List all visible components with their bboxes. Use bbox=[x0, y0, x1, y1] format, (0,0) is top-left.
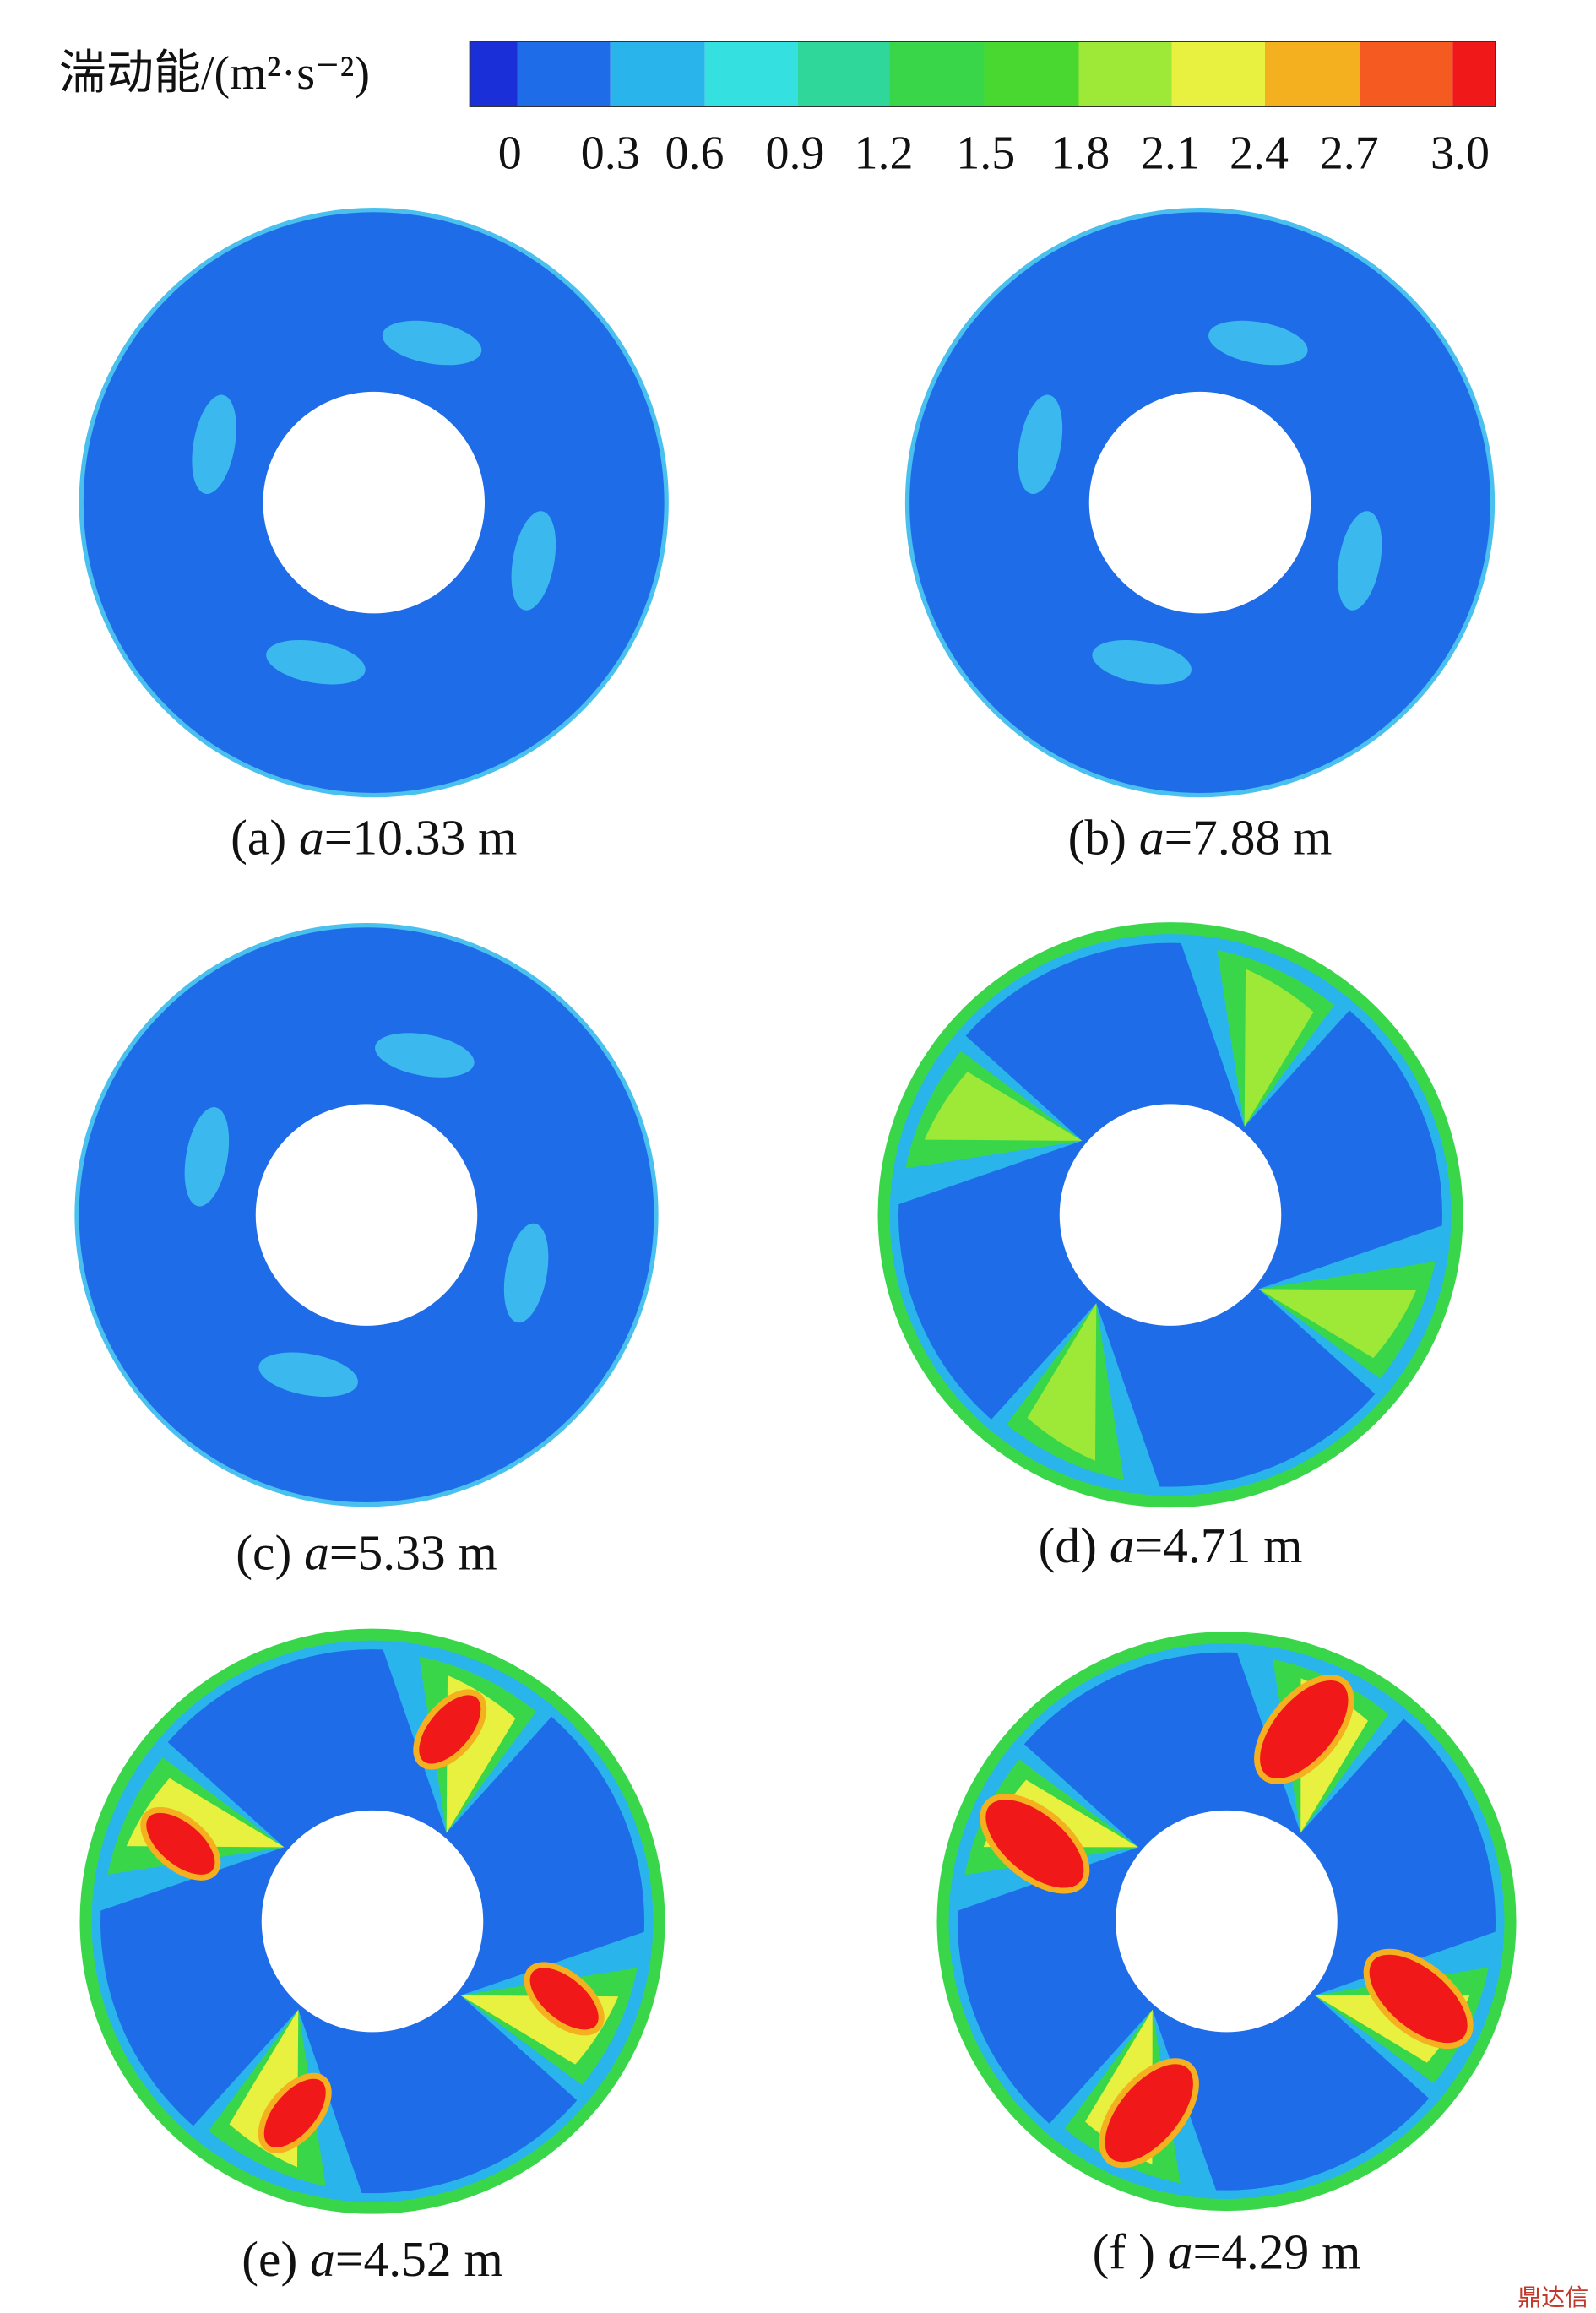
colorbar-segment bbox=[1360, 41, 1453, 107]
wake-core bbox=[1099, 2058, 1199, 2169]
wake-blob bbox=[184, 1107, 230, 1207]
colorbar-segment bbox=[1078, 41, 1172, 107]
hub bbox=[1088, 391, 1311, 614]
caption-part: =7.88 m bbox=[1164, 810, 1333, 866]
panel-caption: (a) a=10.33 m bbox=[231, 810, 517, 866]
caption-part: a bbox=[1168, 2223, 1193, 2279]
contour-panel bbox=[936, 1632, 1517, 2212]
colorbar-tick-label: 1.5 bbox=[956, 128, 1015, 180]
colorbar-tick-label: 1.2 bbox=[855, 128, 914, 180]
caption-part: (a) bbox=[231, 810, 299, 866]
colorbar-frame bbox=[469, 41, 1496, 107]
hub bbox=[1059, 1104, 1282, 1326]
wake-core bbox=[980, 1794, 1090, 1894]
wake-core bbox=[1254, 1674, 1354, 1784]
hub bbox=[263, 391, 485, 614]
wake-core bbox=[140, 1806, 221, 1881]
colorbar-tick-label: 0.9 bbox=[766, 128, 825, 180]
colorbar-tick-label: 2.1 bbox=[1141, 128, 1200, 180]
wake-blob bbox=[258, 1352, 358, 1397]
colorbar-tick-label: 0.3 bbox=[581, 128, 640, 180]
caption-part: =4.29 m bbox=[1193, 2223, 1361, 2279]
colorbar-segment bbox=[704, 41, 798, 107]
contour-panel bbox=[877, 922, 1463, 1508]
caption-part: (b) bbox=[1068, 810, 1139, 866]
wake-region bbox=[924, 1072, 1083, 1141]
colorbar-segment bbox=[610, 41, 705, 107]
colorbar-tick-label: 2.4 bbox=[1230, 128, 1289, 180]
panel-caption: (e) a=4.52 m bbox=[242, 2231, 503, 2287]
wake-blob bbox=[192, 394, 236, 495]
caption-part: (c) bbox=[236, 1525, 304, 1581]
legend-title: 湍动能/(m²·s⁻²) bbox=[59, 47, 370, 100]
contour-panel bbox=[904, 208, 1496, 798]
wake-blob bbox=[382, 320, 482, 366]
caption-part: (e) bbox=[242, 2231, 310, 2287]
wake-blob bbox=[1208, 320, 1308, 366]
wake-core bbox=[524, 1962, 605, 2036]
colorbar-segment bbox=[1265, 41, 1360, 107]
caption-part: a bbox=[1139, 810, 1164, 866]
wake-blob bbox=[375, 1033, 475, 1078]
colorbar-tick-label: 2.7 bbox=[1320, 128, 1379, 180]
colorbar-segment bbox=[984, 41, 1079, 107]
wake-region bbox=[1027, 1303, 1097, 1461]
hub bbox=[255, 1104, 478, 1326]
wake-core bbox=[413, 1689, 487, 1770]
caption-part: a bbox=[310, 2231, 335, 2287]
wake-core bbox=[1363, 1948, 1474, 2050]
panel-caption: (d) a=4.71 m bbox=[1039, 1518, 1303, 1573]
caption-part: =5.33 m bbox=[329, 1525, 497, 1581]
contour-panel bbox=[79, 208, 669, 798]
panel-caption: (c) a=5.33 m bbox=[236, 1525, 497, 1581]
caption-part: a bbox=[304, 1525, 329, 1581]
panel-caption: (b) a=7.88 m bbox=[1068, 810, 1333, 866]
colorbar-segment bbox=[1171, 41, 1265, 107]
watermark: 鼎达信 bbox=[1517, 2283, 1588, 2311]
wake-core bbox=[258, 2072, 332, 2153]
panels: (a) a=10.33 m (b) a=7.88 m(c) a=5.33 m (d)… bbox=[74, 208, 1517, 2287]
colorbar-tick-label: 0 bbox=[498, 128, 522, 180]
colorbar-segment bbox=[1452, 41, 1496, 107]
colorbar-tick-label: 0.6 bbox=[665, 128, 725, 180]
caption-part: a bbox=[299, 810, 324, 866]
colorbar-segment bbox=[889, 41, 985, 107]
colorbar-segment bbox=[470, 41, 518, 107]
wake-blob bbox=[266, 639, 366, 685]
wake-blob bbox=[503, 1223, 549, 1323]
colorbar: 0 0.3 0.6 0.9 1.2 1.5 1.8 2.1 2.4 2.7 3.0 bbox=[469, 41, 1496, 180]
colorbar-segment bbox=[517, 41, 611, 107]
caption-part: (d) bbox=[1039, 1518, 1110, 1573]
wake-blob bbox=[511, 511, 556, 611]
caption-part: =4.71 m bbox=[1135, 1518, 1303, 1573]
wake-region bbox=[1258, 1289, 1417, 1359]
hub bbox=[1116, 1810, 1338, 2033]
wake-blob bbox=[1018, 394, 1063, 495]
caption-part: (f ) bbox=[1093, 2223, 1168, 2279]
caption-part: =10.33 m bbox=[324, 810, 518, 866]
colorbar-tick-label: 3.0 bbox=[1430, 128, 1490, 180]
contour-panel bbox=[79, 1628, 665, 2214]
caption-part: a bbox=[1110, 1518, 1135, 1573]
wake-blob bbox=[1337, 511, 1382, 611]
wake-blob bbox=[1092, 639, 1192, 685]
panel-caption: (f ) a=4.29 m bbox=[1093, 2223, 1361, 2279]
caption-part: =4.52 m bbox=[335, 2231, 503, 2287]
contour-panel bbox=[74, 923, 659, 1507]
colorbar-segment bbox=[798, 41, 890, 107]
wake-region bbox=[1244, 969, 1314, 1127]
colorbar-tick-label: 1.8 bbox=[1050, 128, 1110, 180]
hub bbox=[261, 1810, 484, 2033]
